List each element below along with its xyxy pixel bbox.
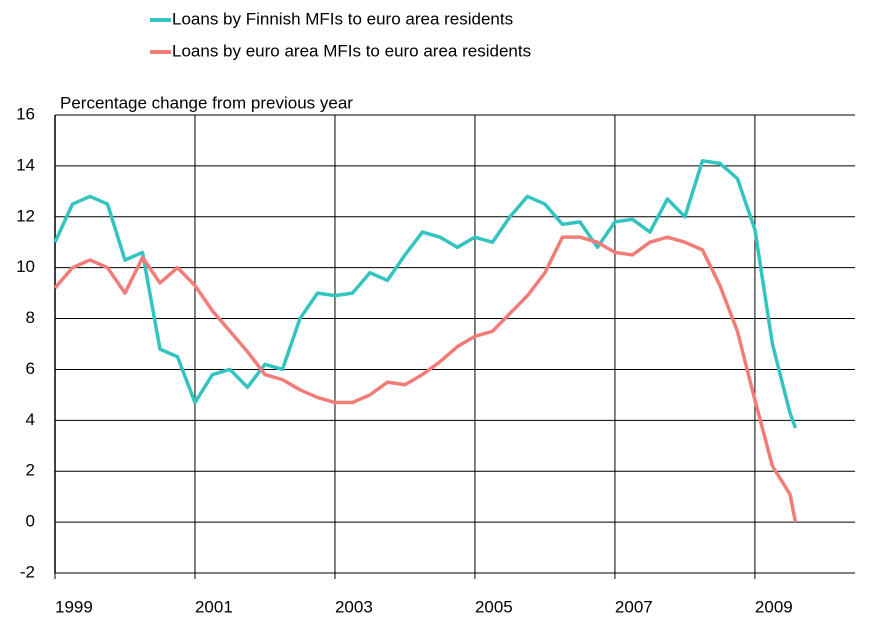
y-tick-label: 16 [16, 104, 35, 123]
x-tick-label: 2001 [195, 597, 233, 616]
x-tick-label: 2003 [335, 597, 373, 616]
y-tick-label: -2 [20, 562, 35, 581]
y-tick-label: 4 [26, 410, 35, 429]
x-tick-label: 1999 [55, 597, 93, 616]
y-tick-label: 0 [26, 512, 35, 531]
y-tick-label: 2 [26, 461, 35, 480]
y-tick-label: 12 [16, 206, 35, 225]
x-tick-label: 2007 [615, 597, 653, 616]
x-tick-label: 2009 [755, 597, 793, 616]
data-line [53, 159, 798, 429]
y-tick-label: 10 [16, 257, 35, 276]
y-tick-label: 6 [26, 359, 35, 378]
y-tick-label: 14 [16, 155, 35, 174]
y-tick-label: 8 [26, 308, 35, 327]
legend-label: Loans by Finnish MFIs to euro area resid… [172, 9, 513, 28]
y-axis-label: Percentage change from previous year [60, 93, 353, 112]
data-line [53, 235, 798, 523]
legend-label: Loans by euro area MFIs to euro area res… [172, 41, 531, 60]
x-tick-label: 2005 [475, 597, 513, 616]
